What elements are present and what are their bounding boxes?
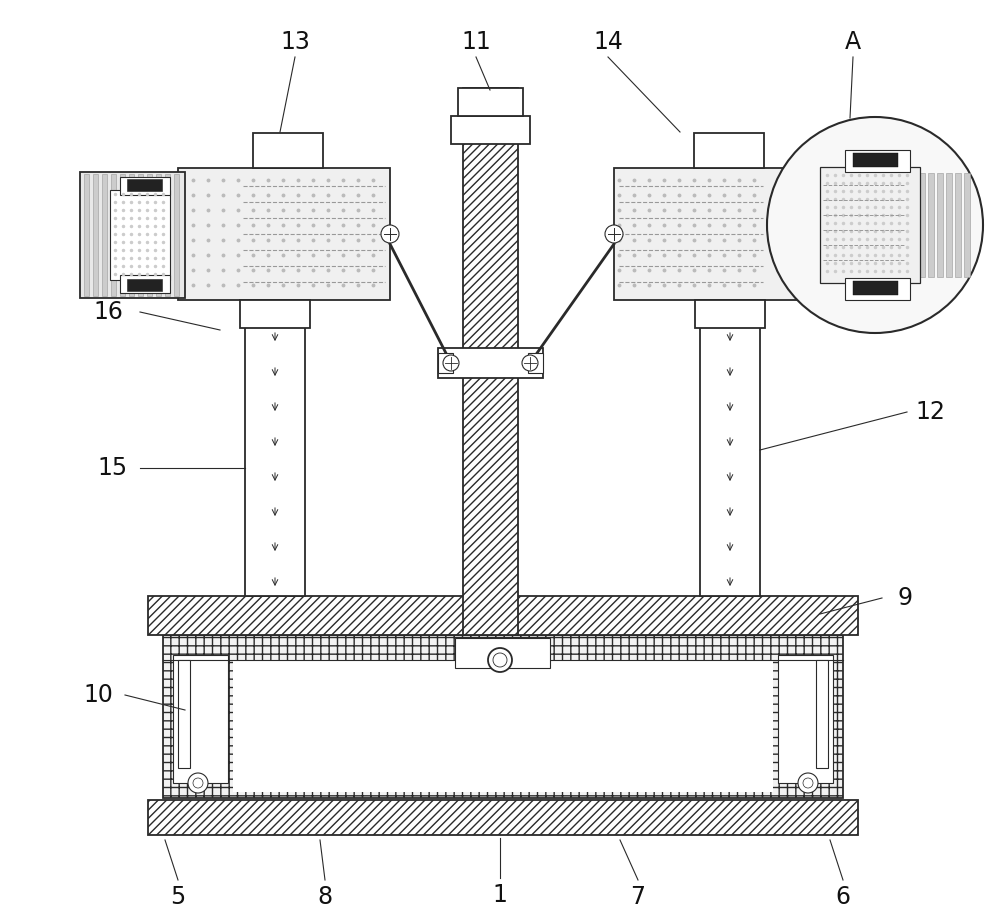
Text: 14: 14: [593, 30, 623, 54]
Bar: [129, 174, 134, 296]
Bar: [835, 177, 885, 195]
Circle shape: [443, 355, 459, 371]
Bar: [884, 174, 889, 296]
Bar: [528, 353, 543, 373]
Bar: [910, 173, 916, 277]
Bar: [875, 174, 880, 296]
Bar: [694, 133, 764, 168]
Bar: [842, 179, 877, 191]
Bar: [816, 660, 828, 768]
Text: A: A: [845, 30, 861, 54]
Bar: [438, 348, 543, 378]
Bar: [463, 88, 518, 635]
Bar: [919, 173, 925, 277]
Bar: [955, 173, 961, 277]
Circle shape: [522, 355, 538, 371]
Text: 13: 13: [280, 30, 310, 54]
Bar: [156, 174, 161, 296]
Bar: [835, 190, 895, 280]
Bar: [964, 173, 970, 277]
Bar: [455, 638, 550, 668]
Bar: [845, 278, 910, 300]
Bar: [830, 174, 835, 296]
Bar: [80, 172, 185, 298]
Bar: [778, 655, 833, 783]
Bar: [120, 275, 170, 293]
Bar: [695, 300, 765, 328]
Bar: [93, 174, 98, 296]
Bar: [842, 279, 877, 291]
Bar: [120, 174, 125, 296]
Bar: [127, 179, 162, 191]
Bar: [110, 190, 170, 280]
Bar: [853, 153, 898, 167]
Bar: [866, 174, 871, 296]
Bar: [148, 800, 858, 835]
Text: 16: 16: [93, 300, 123, 324]
Circle shape: [193, 778, 203, 788]
Bar: [253, 133, 323, 168]
Bar: [946, 173, 952, 277]
Circle shape: [188, 773, 208, 793]
Bar: [614, 168, 828, 300]
Circle shape: [798, 773, 818, 793]
Bar: [451, 116, 530, 144]
Bar: [820, 167, 920, 283]
Bar: [937, 173, 943, 277]
Bar: [148, 596, 858, 635]
Text: 11: 11: [461, 30, 491, 54]
Text: 8: 8: [317, 885, 333, 909]
Bar: [173, 655, 228, 783]
Bar: [138, 174, 143, 296]
Bar: [458, 88, 523, 116]
Bar: [928, 173, 934, 277]
Text: 1: 1: [493, 883, 507, 907]
Bar: [120, 177, 170, 195]
Bar: [848, 174, 853, 296]
Bar: [438, 353, 453, 373]
Text: 5: 5: [170, 885, 186, 909]
Circle shape: [605, 225, 623, 243]
Text: 9: 9: [898, 586, 912, 610]
Bar: [835, 275, 885, 293]
Circle shape: [381, 225, 399, 243]
Bar: [902, 174, 907, 296]
Bar: [911, 174, 916, 296]
Bar: [233, 660, 773, 792]
Bar: [111, 174, 116, 296]
Text: 7: 7: [631, 885, 646, 909]
Text: 10: 10: [83, 683, 113, 707]
Circle shape: [488, 648, 512, 672]
Circle shape: [493, 653, 507, 667]
Bar: [178, 660, 190, 768]
Bar: [700, 305, 760, 596]
Bar: [84, 174, 89, 296]
Bar: [174, 174, 179, 296]
Bar: [240, 300, 310, 328]
Bar: [102, 174, 107, 296]
Bar: [839, 174, 844, 296]
Bar: [163, 635, 843, 798]
Text: 12: 12: [915, 400, 945, 424]
Bar: [857, 174, 862, 296]
Bar: [127, 279, 162, 291]
Circle shape: [767, 117, 983, 333]
Bar: [245, 305, 305, 596]
Circle shape: [803, 778, 813, 788]
Bar: [845, 150, 910, 172]
Bar: [147, 174, 152, 296]
Text: 15: 15: [98, 456, 128, 480]
Bar: [165, 174, 170, 296]
Bar: [853, 281, 898, 295]
Text: 6: 6: [836, 885, 850, 909]
Bar: [893, 174, 898, 296]
Bar: [178, 168, 390, 300]
Bar: [820, 172, 918, 298]
